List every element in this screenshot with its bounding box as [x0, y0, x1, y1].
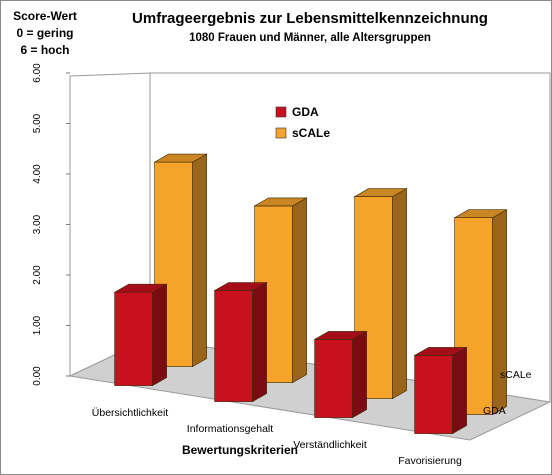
bar-gda-3 [413, 346, 468, 435]
depth-label: sCALe [500, 369, 532, 381]
category-label: Informationsgehalt [187, 423, 273, 435]
score-label-line3: 6 = hoch [20, 43, 70, 57]
legend-swatch [275, 127, 287, 139]
bar-gda-2 [313, 330, 368, 419]
chart-subtitle: 1080 Frauen und Männer, alle Altersgrupp… [189, 32, 431, 44]
x-axis-title: Bewertungskriterien [181, 443, 299, 457]
score-label-line2: 0 = gering [16, 26, 74, 40]
category-label: Verständlichkeit [293, 439, 367, 451]
series-depth-labels: sCALe GDA [483, 369, 532, 417]
bar-gda-1 [213, 281, 268, 403]
category-label: Übersichtlichkeit [92, 407, 169, 419]
legend: GDA sCALe [275, 105, 330, 140]
bars [113, 153, 508, 435]
category-label: Favorisierung [398, 455, 462, 467]
category-labels: Übersichtlichkeit Informationsgehalt Verst… [92, 407, 462, 467]
depth-label: GDA [483, 405, 506, 417]
legend-label: sCALe [292, 126, 330, 140]
bar-gda-0 [113, 283, 168, 387]
score-legend: Score-Wert 0 = gering 6 = hoch [4, 8, 86, 59]
legend-swatch [275, 106, 287, 118]
y-tick-label: 3.00 [32, 214, 43, 234]
chart-title: Umfrageergebnis zur Lebensmittelkennzeic… [132, 10, 488, 27]
y-tick-label: 6.00 [32, 63, 43, 83]
y-tick-label: 4.00 [32, 164, 43, 184]
y-tick-label: 5.00 [32, 113, 43, 133]
legend-label: GDA [292, 105, 319, 119]
y-tick-label: 0.00 [32, 366, 43, 386]
y-tick-label: 2.00 [32, 265, 43, 285]
y-axis-ticks: 0.00 1.00 2.00 3.00 4.00 5.00 6.00 [32, 63, 70, 386]
score-label-line1: Score-Wert [13, 9, 77, 23]
y-tick-label: 1.00 [32, 315, 43, 335]
